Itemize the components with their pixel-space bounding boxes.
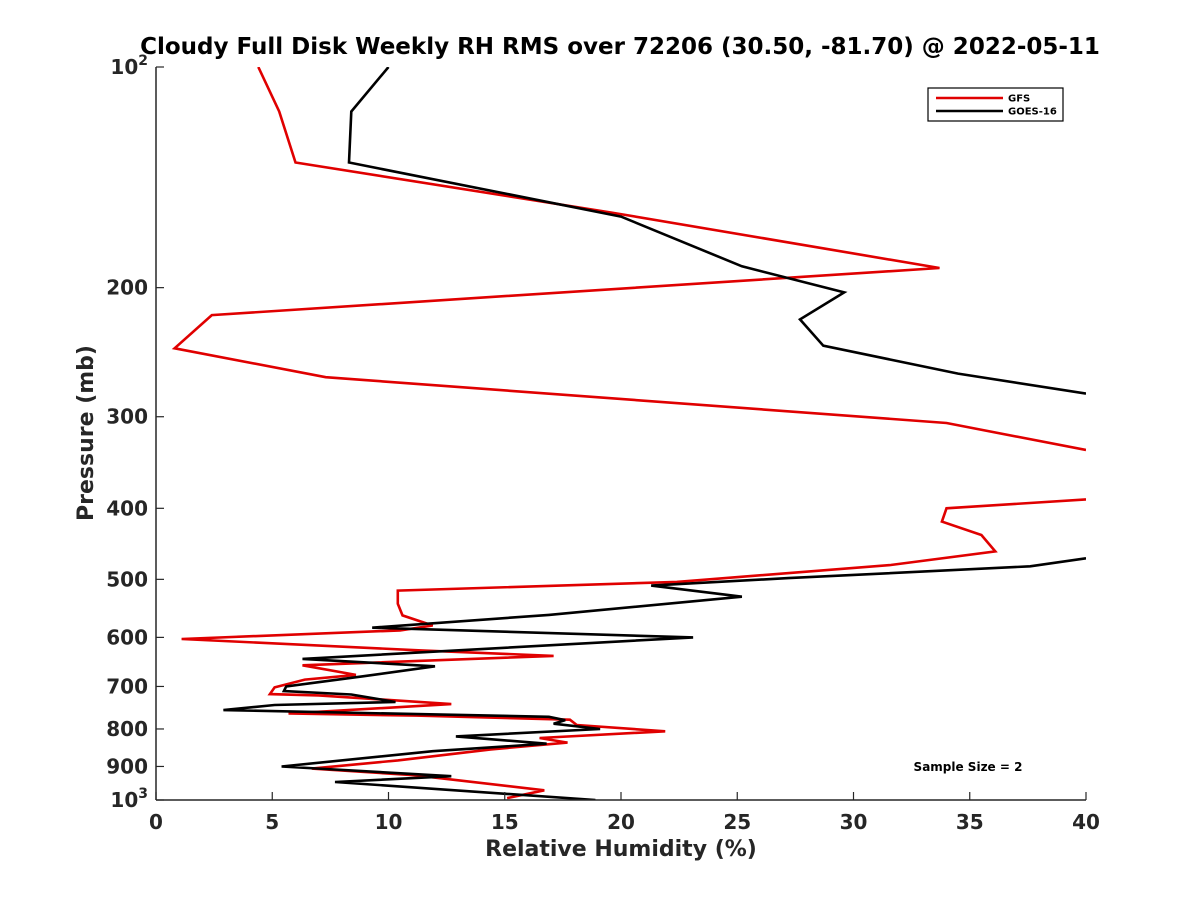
x-tick-label: 10 [375,810,403,834]
x-tick-label: 20 [607,810,635,834]
plot-area: 0 5 10 15 20 25 30 35 40 102 200 300 400 500 600 700 80… [106,53,1100,834]
y-tick-label: 200 [106,276,148,300]
x-tick-label: 15 [491,810,519,834]
y-tick-label: 400 [106,496,148,520]
x-tick-label: 0 [149,810,163,834]
x-tick-label: 35 [956,810,984,834]
sample-size-annotation: Sample Size = 2 [914,760,1023,774]
legend-label-goes16: GOES-16 [1008,107,1057,118]
x-axis-label: Relative Humidity (%) [485,837,757,862]
y-tick-label: 103 [110,786,148,812]
y-axis-ticks: 102 200 300 400 500 600 700 800 900 103 [106,53,164,812]
legend: GFS GOES-16 [927,87,1064,122]
x-tick-label: 5 [265,810,279,834]
y-axis-label: Pressure (mb) [74,345,99,521]
x-tick-label: 25 [723,810,751,834]
legend-box [927,87,1064,122]
y-tick-label: 300 [106,405,148,429]
x-axis-ticks: 0 5 10 15 20 25 30 35 40 [149,792,1100,834]
y-tick-label: 700 [106,674,148,698]
legend-label-gfs: GFS [1008,94,1030,105]
y-tick-label: 600 [106,625,148,649]
y-tick-label: 800 [106,717,148,741]
x-tick-label: 40 [1072,810,1100,834]
series-line-gfs [171,67,1086,800]
x-tick-label: 30 [840,810,868,834]
y-tick-label: 102 [110,53,148,79]
chart-title: Cloudy Full Disk Weekly RH RMS over 7220… [140,34,1100,60]
series-layer [171,67,1086,800]
y-tick-label: 900 [106,754,148,778]
series-line-goes16 [223,67,1086,800]
y-tick-label: 500 [106,567,148,591]
